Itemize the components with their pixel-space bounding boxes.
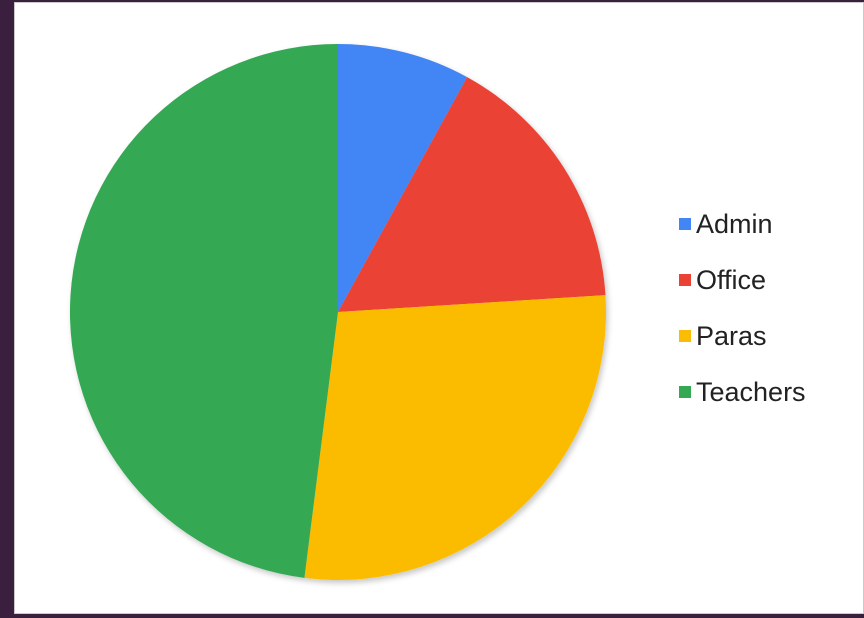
chart-area: Admin Office Paras Teachers — [14, 2, 864, 614]
legend-swatch-paras — [679, 330, 691, 342]
pie-slice-paras — [304, 295, 606, 581]
legend-label-teachers: Teachers — [696, 377, 806, 407]
pie-slice-admin — [338, 44, 468, 312]
legend-item-office: Office — [679, 263, 806, 319]
legend-swatch-office — [679, 274, 691, 286]
legend-swatch-teachers — [679, 386, 691, 398]
pie-slice-teachers — [69, 43, 339, 578]
legend-label-office: Office — [696, 265, 767, 295]
legend-item-teachers: Teachers — [679, 375, 806, 431]
legend: Admin Office Paras Teachers — [679, 207, 806, 431]
legend-label-admin: Admin — [696, 209, 773, 239]
legend-label-paras: Paras — [696, 321, 767, 351]
legend-item-paras: Paras — [679, 319, 806, 375]
legend-swatch-admin — [679, 218, 691, 230]
pie-slice-office — [338, 77, 606, 313]
pie-chart — [69, 43, 606, 581]
legend-item-admin: Admin — [679, 207, 806, 263]
